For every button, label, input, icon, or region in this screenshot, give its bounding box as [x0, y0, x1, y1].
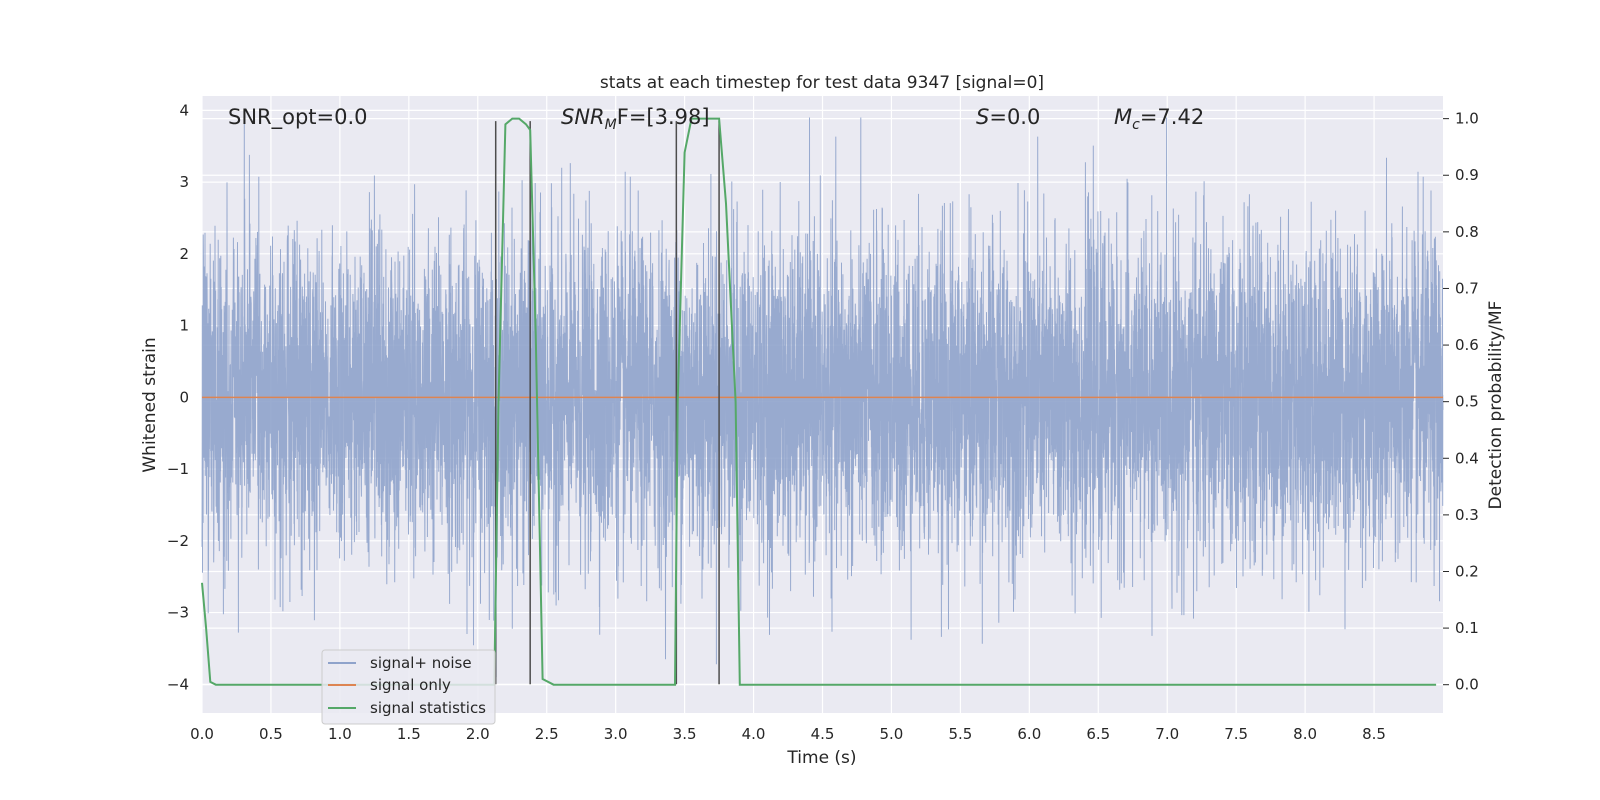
- x-tick-label: 2.5: [535, 725, 559, 743]
- annotation-mc-base: M: [1114, 105, 1132, 129]
- x-axis-ticks: 0.0 0.5 1.0 1.5 2.0 2.5 3.0 3.5 4.0 4.5 5.0 5.5 6.0 6…: [190, 725, 1386, 743]
- y-tick-label: −2: [167, 532, 189, 550]
- y2-tick-label: 0.1: [1455, 619, 1479, 637]
- legend-box: [321, 649, 496, 725]
- annotation-mc: Mc=7.42: [1114, 105, 1204, 133]
- y2-tick-label: 0.7: [1455, 279, 1479, 297]
- x-tick-label: 1.5: [397, 725, 421, 743]
- x-tick-label: 3.5: [673, 725, 697, 743]
- annotation-s: S=0.0: [976, 105, 1040, 129]
- y-tick-label: 0: [179, 388, 189, 406]
- annotation-mc-sub: c: [1132, 117, 1140, 133]
- x-tick-label: 5.0: [880, 725, 904, 743]
- x-tick-label: 0.5: [259, 725, 283, 743]
- annotation-snr-opt: SNR_opt=0.0: [228, 105, 368, 130]
- x-tick-label: 6.0: [1017, 725, 1041, 743]
- y2-tick-label: 0.0: [1455, 676, 1479, 694]
- x-tick-label: 3.0: [604, 725, 628, 743]
- y-tick-label: 4: [179, 101, 189, 119]
- annotation-s-italic: S: [976, 105, 989, 129]
- signal-noise-line: [201, 117, 1444, 678]
- annotation-snr-mf: SNRMF=[3.98]: [561, 105, 710, 133]
- legend-label-signal-noise: signal+ noise: [370, 654, 472, 672]
- y-tick-label: 2: [179, 245, 189, 263]
- signal-noise-series: [201, 117, 1444, 678]
- x-tick-label: 4.0: [742, 725, 766, 743]
- chart-title: stats at each timestep for test data 934…: [600, 73, 1044, 93]
- x-tick-label: 6.5: [1086, 725, 1110, 743]
- annotation-s-rest: =0.0: [989, 105, 1040, 129]
- x-tick-label: 7.5: [1224, 725, 1248, 743]
- y2-tick-label: 0.5: [1455, 393, 1479, 411]
- annotation-snr-mf-sub: M: [605, 117, 617, 133]
- annotation-snr-mf-rest: F=[3.98]: [617, 105, 710, 129]
- y-tick-label: 3: [179, 173, 189, 191]
- y-axis-label: Whitened strain: [140, 337, 160, 472]
- x-tick-label: 1.0: [328, 725, 352, 743]
- legend-label-signal-statistics: signal statistics: [370, 699, 486, 717]
- y-tick-label: −3: [167, 604, 189, 622]
- x-tick-label: 5.5: [948, 725, 972, 743]
- legend: signal+ noise signal only signal statist…: [321, 649, 496, 725]
- y-tick-label: −4: [167, 675, 189, 693]
- x-tick-label: 7.0: [1155, 725, 1179, 743]
- y2-tick-label: 0.8: [1455, 223, 1479, 241]
- x-tick-label: 0.0: [190, 725, 214, 743]
- y-axis-ticks: 4 3 2 1 0 −1 −2 −3 −4: [167, 101, 189, 693]
- x-axis-label: Time (s): [786, 748, 856, 768]
- y2-tick-label: 0.3: [1455, 506, 1479, 524]
- y2-tick-label: 0.6: [1455, 336, 1479, 354]
- legend-label-signal-only: signal only: [370, 676, 451, 694]
- x-tick-label: 4.5: [811, 725, 835, 743]
- y2-tick-label: 0.2: [1455, 562, 1479, 580]
- annotation-mc-rest: =7.42: [1140, 105, 1204, 129]
- x-tick-label: 8.0: [1293, 725, 1317, 743]
- y2-axis-ticks: 1.0 0.9 0.8 0.7 0.6 0.5 0.4 0.3 0.2 0.1 0.0: [1443, 110, 1479, 694]
- x-tick-label: 8.5: [1362, 725, 1386, 743]
- y2-tick-label: 0.9: [1455, 166, 1479, 184]
- x-tick-label: 2.0: [466, 725, 490, 743]
- y2-axis-label: Detection probability/MF: [1486, 301, 1506, 510]
- y-tick-label: 1: [179, 317, 189, 335]
- annotation-snr-mf-base: SNR: [561, 105, 605, 129]
- y-tick-label: −1: [167, 460, 189, 478]
- y2-tick-label: 0.4: [1455, 449, 1479, 467]
- y2-tick-label: 1.0: [1455, 110, 1479, 128]
